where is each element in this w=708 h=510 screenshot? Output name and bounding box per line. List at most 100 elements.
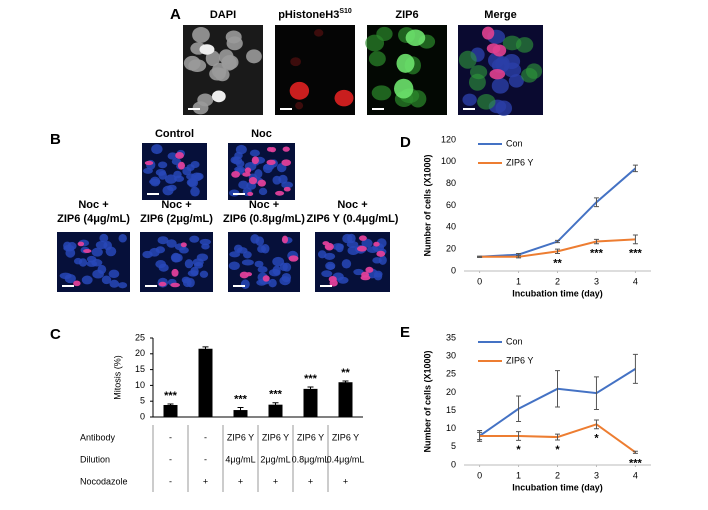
table-cell: - xyxy=(204,432,207,442)
row-label: Nocodazole xyxy=(80,476,128,486)
table-cell: + xyxy=(273,476,278,486)
cell xyxy=(254,260,264,268)
cell xyxy=(201,243,210,250)
cell xyxy=(103,241,112,251)
error-bar xyxy=(632,450,638,454)
image-title: Merge xyxy=(484,9,516,21)
title-superscript: S10 xyxy=(339,8,352,15)
error-bar xyxy=(555,433,560,441)
image-title: Noc + xyxy=(249,199,279,211)
image-title: DAPI xyxy=(210,9,236,21)
error-bar xyxy=(202,346,209,352)
y-tick-label: 20 xyxy=(446,244,456,254)
significance: ** xyxy=(341,367,350,379)
cell xyxy=(244,167,252,174)
panel-letter: B xyxy=(50,131,61,148)
cell xyxy=(257,179,266,187)
bar xyxy=(198,348,213,417)
micrograph xyxy=(183,25,263,115)
cell xyxy=(101,275,112,285)
cell xyxy=(157,161,168,169)
x-tick-label: 1 xyxy=(516,276,521,286)
error-bar xyxy=(555,370,560,408)
cell xyxy=(166,184,177,192)
cell xyxy=(376,250,386,257)
cell xyxy=(262,275,270,282)
y-axis-label: Number of cells (X1000) xyxy=(422,154,432,256)
y-tick-label: 100 xyxy=(441,156,456,166)
cell xyxy=(118,282,128,289)
x-tick-label: 3 xyxy=(594,470,599,480)
x-tick-label: 1 xyxy=(516,470,521,480)
image-title: Noc + xyxy=(161,199,191,211)
cell xyxy=(234,166,246,173)
cell xyxy=(197,93,214,107)
error-bar xyxy=(593,419,599,430)
cell xyxy=(269,147,277,153)
cell xyxy=(177,161,186,170)
cell xyxy=(158,281,167,287)
cell xyxy=(482,26,495,40)
cell xyxy=(155,260,167,269)
error-bar xyxy=(593,238,599,245)
cell xyxy=(238,180,249,189)
cell xyxy=(295,101,304,110)
cell xyxy=(183,55,201,71)
cell xyxy=(268,278,277,288)
row-label: Antibody xyxy=(80,432,116,442)
cell xyxy=(365,266,374,273)
cell xyxy=(118,233,127,243)
micrograph xyxy=(140,232,213,292)
cell xyxy=(268,268,281,277)
cell xyxy=(143,167,153,174)
y-tick-label: 60 xyxy=(446,200,456,210)
cell xyxy=(250,234,260,244)
cell xyxy=(231,170,241,178)
significance: *** xyxy=(304,373,318,385)
cell xyxy=(347,233,356,244)
cell xyxy=(171,268,179,277)
cell xyxy=(495,100,513,116)
micrograph xyxy=(458,25,543,116)
cell xyxy=(190,161,200,168)
cell xyxy=(257,266,268,273)
cell xyxy=(373,270,383,278)
error-bar xyxy=(593,376,599,410)
error-bar xyxy=(516,395,522,422)
cell xyxy=(190,186,200,197)
error-bar xyxy=(167,403,174,407)
cell xyxy=(81,275,93,285)
y-tick-label: 120 xyxy=(441,134,456,144)
cell xyxy=(458,50,477,69)
x-tick-label: 2 xyxy=(555,276,560,286)
y-tick-label: 20 xyxy=(446,387,456,397)
error-bar xyxy=(555,239,560,244)
significance: *** xyxy=(234,393,248,405)
cell xyxy=(209,67,226,81)
cell xyxy=(358,235,367,241)
x-tick-label: 0 xyxy=(477,470,482,480)
cell xyxy=(157,236,169,245)
cell xyxy=(175,152,184,159)
image-title: ZIP6 (0.8μg/mL) xyxy=(223,213,305,225)
error-bar xyxy=(342,380,349,385)
table-cell: ZIP6 Y xyxy=(297,432,324,442)
cell xyxy=(186,278,195,288)
error-bar xyxy=(272,402,279,408)
cell xyxy=(166,239,177,248)
cell xyxy=(184,259,194,269)
panel-letter: D xyxy=(400,134,411,151)
cell xyxy=(326,263,336,270)
panel-letter: A xyxy=(170,6,181,23)
significance: *** xyxy=(164,390,178,402)
bar xyxy=(233,410,248,417)
image-title: Control xyxy=(155,128,194,140)
image-title: ZIP6 (2μg/mL) xyxy=(140,213,213,225)
significance: * xyxy=(594,433,599,445)
significance: *** xyxy=(590,248,604,260)
cell xyxy=(241,259,254,266)
title-text: pHistoneH3 xyxy=(278,9,339,21)
cell xyxy=(376,26,393,41)
significance: *** xyxy=(269,389,283,401)
